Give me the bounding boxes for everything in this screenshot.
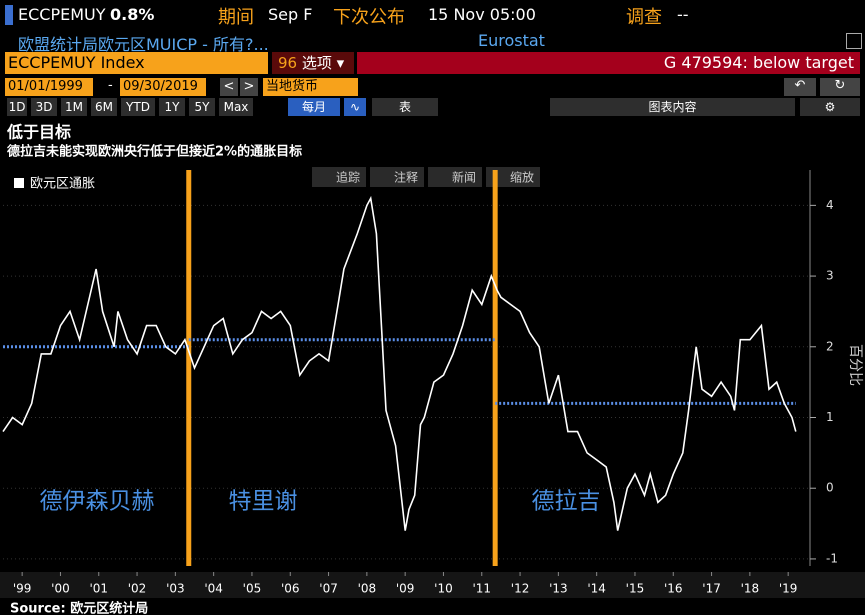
- chart-toolbar: 追踪 注释 新闻 缩放: [312, 167, 540, 187]
- tool-label: 新闻: [452, 170, 476, 185]
- end-date[interactable]: 09/30/2019: [120, 78, 206, 96]
- survey-label: 调查: [626, 7, 662, 28]
- x-tick-label: '05: [243, 582, 262, 596]
- x-tick-label: '15: [626, 582, 645, 596]
- options[interactable]: 96 选项 ▾: [272, 52, 354, 74]
- x-tick-label: '12: [511, 582, 530, 596]
- series-line: [2, 195, 797, 531]
- x-tick-label: '02: [128, 582, 147, 596]
- x-tick-label: '11: [472, 582, 491, 596]
- ticker: ECCPEMUY: [18, 5, 106, 24]
- next-button[interactable]: >: [240, 78, 258, 96]
- legend-label: 欧元区通胀: [30, 177, 95, 192]
- x-tick-label: '10: [434, 582, 453, 596]
- x-tick-label: '09: [396, 582, 415, 596]
- undo-button[interactable]: ↶: [784, 78, 816, 96]
- x-tick-label: '14: [587, 582, 606, 596]
- period-label: 期间: [218, 7, 254, 28]
- chart-content[interactable]: 图表内容: [550, 98, 795, 116]
- chart-icon[interactable]: ∿: [344, 98, 366, 116]
- x-tick-label: '17: [702, 582, 721, 596]
- tool-label: 注释: [394, 170, 418, 185]
- date-separator: -: [108, 78, 113, 93]
- range-button[interactable]: 3D: [31, 98, 57, 116]
- ticker-mark: [5, 5, 13, 25]
- x-axis-band: [0, 572, 865, 598]
- alert[interactable]: G 479594: below target: [357, 52, 860, 74]
- tool-button[interactable]: [370, 167, 424, 187]
- legend-swatch: [14, 178, 24, 188]
- table-button[interactable]: 表: [372, 98, 438, 116]
- x-tick-label: '13: [549, 582, 568, 596]
- y-tick-label: 1: [826, 410, 834, 424]
- x-tick-label: '18: [741, 582, 760, 596]
- y-tick-label: 4: [826, 198, 834, 212]
- y-tick-label: 0: [826, 481, 834, 495]
- options-label: 选项: [301, 54, 332, 72]
- source-name: Eurostat: [478, 31, 545, 50]
- x-tick-label: '04: [204, 582, 223, 596]
- x-tick-label: '07: [319, 582, 338, 596]
- prev-button[interactable]: <: [220, 78, 238, 96]
- chart-subtitle: 德拉吉未能实现欧洲央行低于但接近2%的通胀目标: [7, 144, 302, 160]
- range-button[interactable]: Max: [219, 98, 253, 116]
- era-annotation: 德伊森贝赫: [40, 489, 155, 515]
- tool-label: 追踪: [336, 170, 360, 185]
- era-annotation: 德拉吉: [532, 489, 601, 515]
- frequency[interactable]: 每月: [288, 98, 340, 116]
- era-annotation: 特里谢: [229, 489, 298, 515]
- next: 15 Nov 05:00: [428, 5, 536, 24]
- chart-title: 低于目标: [6, 123, 71, 142]
- tool-button[interactable]: [428, 167, 482, 187]
- security[interactable]: ECCPEMUY Index: [5, 52, 268, 74]
- range-button[interactable]: 5Y: [189, 98, 215, 116]
- survey: --: [677, 5, 689, 24]
- last-value: 0.8%: [110, 5, 155, 24]
- start-date[interactable]: 01/01/1999: [5, 78, 93, 96]
- y-axis-label: 百分比: [847, 344, 863, 386]
- period: Sep F: [268, 5, 313, 24]
- tool-button[interactable]: [312, 167, 366, 187]
- source: Source: 欧元区统计局: [10, 601, 148, 615]
- refresh-button[interactable]: ↻: [820, 78, 860, 96]
- range-button[interactable]: YTD: [121, 98, 155, 116]
- tool-label: 缩放: [510, 170, 534, 185]
- next-label: 下次公布: [333, 7, 405, 28]
- range-button[interactable]: 1Y: [159, 98, 185, 116]
- window-icon[interactable]: [846, 33, 862, 49]
- x-tick-label: '19: [779, 582, 798, 596]
- x-tick-label: '08: [358, 582, 377, 596]
- tool-button[interactable]: [486, 167, 540, 187]
- y-tick-label: 2: [826, 339, 834, 353]
- description: 欧盟统计局欧元区MUICP - 所有?...: [18, 35, 269, 54]
- x-tick-label: '03: [166, 582, 185, 596]
- x-tick-label: '16: [664, 582, 683, 596]
- y-tick-label: 3: [826, 269, 834, 283]
- x-tick-label: '00: [51, 582, 70, 596]
- range-button[interactable]: 6M: [91, 98, 117, 116]
- range-button[interactable]: 1D: [7, 98, 27, 116]
- x-tick-label: '99: [13, 582, 32, 596]
- x-tick-label: '01: [89, 582, 108, 596]
- x-tick-label: '06: [281, 582, 300, 596]
- y-tick-label: -1: [826, 551, 838, 565]
- options-code: 96: [278, 54, 298, 72]
- settings[interactable]: ⚙: [800, 98, 860, 116]
- currency[interactable]: 当地货币: [263, 78, 358, 96]
- range-button[interactable]: 1M: [61, 98, 87, 116]
